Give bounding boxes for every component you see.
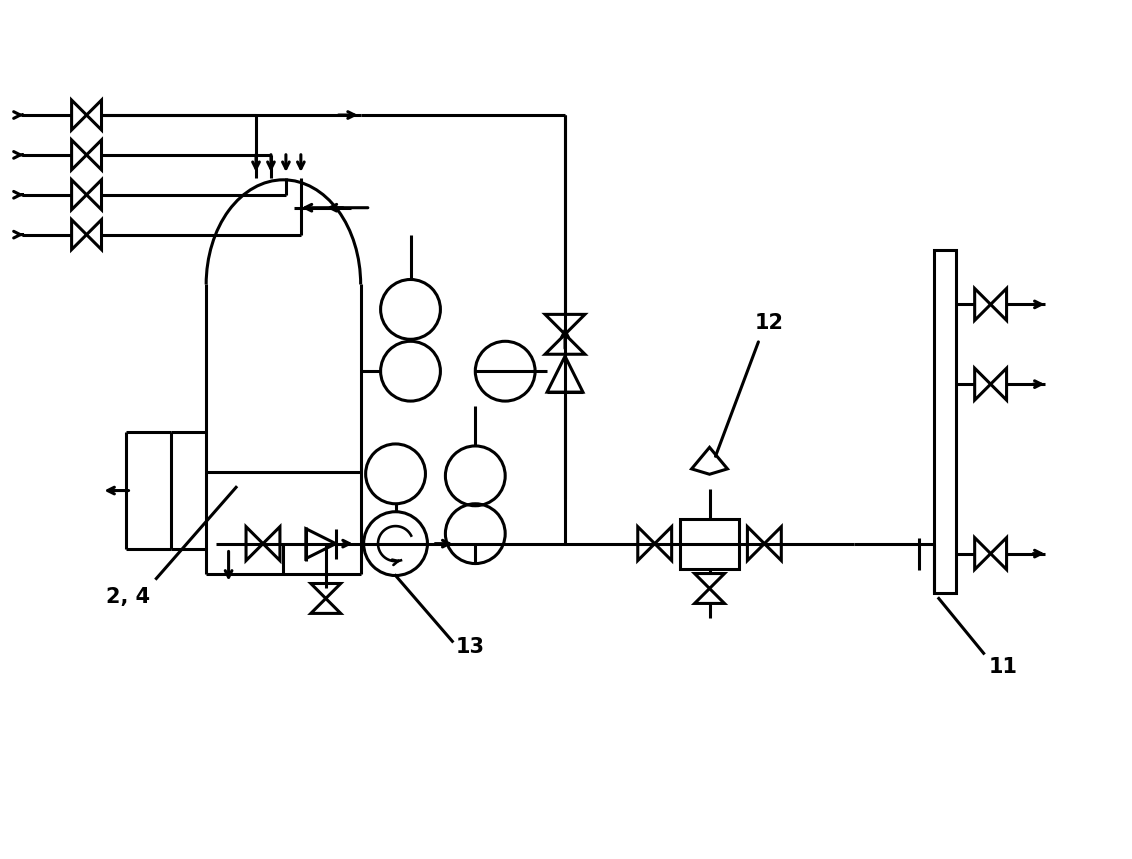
- Polygon shape: [692, 448, 728, 474]
- Polygon shape: [990, 369, 1006, 400]
- Polygon shape: [71, 180, 86, 210]
- Polygon shape: [547, 356, 583, 392]
- Bar: [679, 519, 739, 569]
- Polygon shape: [747, 527, 764, 561]
- Text: 13: 13: [455, 637, 484, 657]
- Polygon shape: [86, 180, 102, 210]
- Polygon shape: [654, 527, 671, 561]
- Polygon shape: [990, 289, 1006, 320]
- Polygon shape: [86, 140, 102, 170]
- Polygon shape: [546, 334, 585, 354]
- Polygon shape: [975, 289, 990, 320]
- Polygon shape: [86, 100, 102, 130]
- Polygon shape: [546, 314, 585, 334]
- Polygon shape: [246, 527, 263, 561]
- Text: 12: 12: [754, 314, 783, 333]
- Polygon shape: [311, 599, 341, 613]
- Polygon shape: [311, 583, 341, 599]
- Polygon shape: [71, 220, 86, 250]
- Polygon shape: [306, 528, 336, 558]
- Polygon shape: [263, 527, 280, 561]
- Polygon shape: [637, 527, 654, 561]
- Polygon shape: [71, 100, 86, 130]
- Polygon shape: [975, 369, 990, 400]
- Polygon shape: [764, 527, 781, 561]
- Text: 11: 11: [988, 657, 1018, 677]
- Polygon shape: [695, 574, 724, 588]
- Polygon shape: [695, 588, 724, 603]
- Text: 2, 4: 2, 4: [106, 588, 151, 607]
- Polygon shape: [990, 538, 1006, 570]
- Bar: [934, 250, 955, 594]
- Polygon shape: [71, 140, 86, 170]
- Polygon shape: [86, 220, 102, 250]
- Polygon shape: [975, 538, 990, 570]
